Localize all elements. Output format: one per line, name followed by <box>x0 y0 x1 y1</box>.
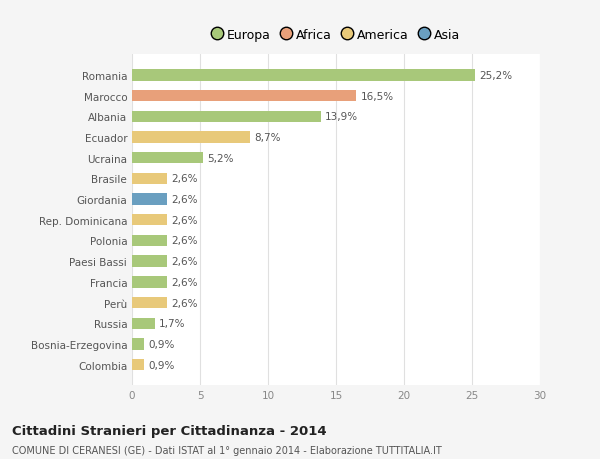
Text: 0,9%: 0,9% <box>148 339 175 349</box>
Text: 25,2%: 25,2% <box>479 71 512 81</box>
Bar <box>132 91 356 102</box>
Text: 2,6%: 2,6% <box>172 298 198 308</box>
Bar <box>132 297 167 308</box>
Text: 2,6%: 2,6% <box>172 257 198 267</box>
Text: 2,6%: 2,6% <box>172 174 198 184</box>
Text: 13,9%: 13,9% <box>325 112 358 122</box>
Text: 8,7%: 8,7% <box>254 133 281 143</box>
Bar <box>132 318 155 329</box>
Text: 2,6%: 2,6% <box>172 215 198 225</box>
Bar <box>132 277 167 288</box>
Text: 16,5%: 16,5% <box>361 91 394 101</box>
Bar <box>132 339 144 350</box>
Text: 2,6%: 2,6% <box>172 277 198 287</box>
Bar <box>132 132 250 143</box>
Text: 0,9%: 0,9% <box>148 360 175 370</box>
Text: Cittadini Stranieri per Cittadinanza - 2014: Cittadini Stranieri per Cittadinanza - 2… <box>12 425 326 437</box>
Bar <box>132 112 321 123</box>
Text: 5,2%: 5,2% <box>207 153 233 163</box>
Text: 2,6%: 2,6% <box>172 236 198 246</box>
Text: 2,6%: 2,6% <box>172 195 198 205</box>
Text: 1,7%: 1,7% <box>159 319 186 329</box>
Text: COMUNE DI CERANESI (GE) - Dati ISTAT al 1° gennaio 2014 - Elaborazione TUTTITALI: COMUNE DI CERANESI (GE) - Dati ISTAT al … <box>12 445 442 455</box>
Bar <box>132 359 144 370</box>
Bar <box>132 70 475 81</box>
Bar <box>132 235 167 246</box>
Bar <box>132 174 167 185</box>
Legend: Europa, Africa, America, Asia: Europa, Africa, America, Asia <box>208 25 464 45</box>
Bar <box>132 215 167 226</box>
Bar <box>132 194 167 205</box>
Bar <box>132 153 203 164</box>
Bar <box>132 256 167 267</box>
